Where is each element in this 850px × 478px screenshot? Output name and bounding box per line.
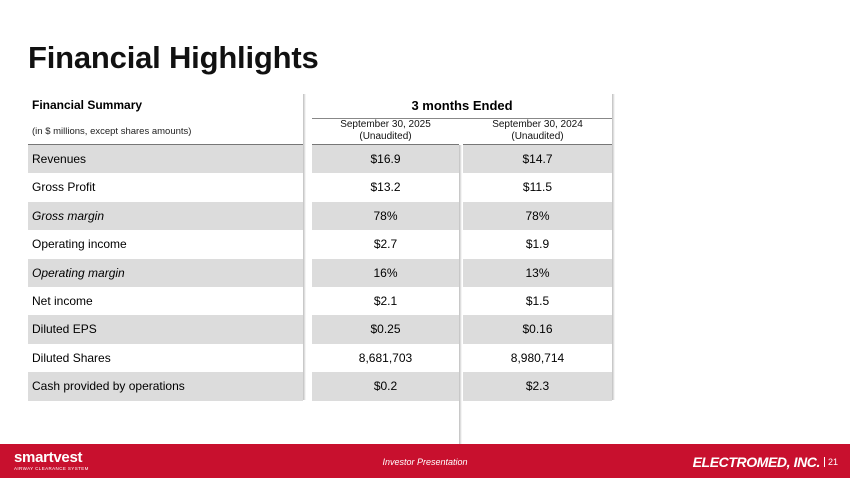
column-date-2024: September 30, 2024 xyxy=(492,119,583,130)
table-row: Gross margin 78% 78% xyxy=(28,201,612,231)
table-row: Diluted EPS $0.25 $0.16 xyxy=(28,315,612,344)
label-rule xyxy=(28,144,303,145)
table-body: Revenues $16.9 $14.7 Gross Profit $13.2 … xyxy=(28,145,612,401)
row-label: Diluted EPS xyxy=(28,315,303,344)
summary-subtitle: (in $ millions, except shares amounts) xyxy=(32,126,192,137)
smartvest-logo: smartvest AIRWAY CLEARANCE SYSTEM xyxy=(14,450,89,472)
row-value-2024: $11.5 xyxy=(522,180,553,195)
row-value-2024: $2.3 xyxy=(463,372,612,401)
row-value-2025: $13.2 xyxy=(370,180,401,195)
row-value-2024: 78% xyxy=(463,201,612,231)
summary-title: Financial Summary xyxy=(32,98,143,112)
column-header-2024: September 30, 2024 (Unaudited) xyxy=(463,118,612,144)
table-row: Gross Profit $13.2 $11.5 xyxy=(28,173,584,201)
col-a-shadow xyxy=(459,145,462,451)
row-value-2025: $0.25 xyxy=(312,315,459,344)
row-label: Net income xyxy=(32,293,93,308)
footer-bar: smartvest AIRWAY CLEARANCE SYSTEM Invest… xyxy=(0,444,850,478)
row-value-2024: $14.7 xyxy=(463,145,612,174)
row-value-2025: 78% xyxy=(312,201,459,231)
row-label: Operating income xyxy=(32,237,127,252)
row-value-2025: 8,681,703 xyxy=(358,350,413,365)
row-label: Gross margin xyxy=(28,201,303,231)
smartvest-logo-tagline: AIRWAY CLEARANCE SYSTEM xyxy=(14,466,89,471)
row-value-2025: $16.9 xyxy=(312,145,459,174)
row-label: Diluted Shares xyxy=(32,350,111,365)
label-column-shadow xyxy=(303,94,306,400)
table-row: Operating margin 16% 13% xyxy=(28,258,612,287)
column-header-2025: September 30, 2025 (Unaudited) xyxy=(312,118,459,144)
period-header: 3 months Ended xyxy=(411,98,513,113)
row-value-2025: $2.1 xyxy=(373,293,398,308)
row-value-2025: 16% xyxy=(312,258,459,287)
row-value-2024: 13% xyxy=(463,258,612,287)
column-note-2024: (Unaudited) xyxy=(511,131,564,142)
row-label: Revenues xyxy=(28,145,303,174)
footer-caption: Investor Presentation xyxy=(382,457,468,467)
row-label: Gross Profit xyxy=(32,180,96,195)
table-row: Operating income $2.7 $1.9 xyxy=(28,230,584,258)
table-row: Revenues $16.9 $14.7 xyxy=(28,145,612,174)
column-date-2025: September 30, 2025 xyxy=(340,119,431,130)
row-value-2025: $2.7 xyxy=(373,237,398,252)
row-value-2025: $0.2 xyxy=(312,372,459,401)
row-label: Operating margin xyxy=(28,258,303,287)
row-label: Cash provided by operations xyxy=(28,372,303,401)
electromed-logo: ELECTROMED, INC. xyxy=(692,454,821,470)
smartvest-logo-name: smartvest xyxy=(14,449,83,466)
header-divider xyxy=(312,118,612,119)
table-row: Diluted Shares 8,681,703 8,980,714 xyxy=(28,344,584,372)
row-value-2024: $1.5 xyxy=(525,293,550,308)
row-value-2024: 8,980,714 xyxy=(510,350,565,365)
column-note-2025: (Unaudited) xyxy=(359,131,412,142)
page-title: Financial Highlights xyxy=(28,40,319,75)
col-a-rule xyxy=(312,144,459,145)
table-row: Cash provided by operations $0.2 $2.3 xyxy=(28,372,612,401)
page-number-divider xyxy=(824,457,825,467)
row-value-2024: $1.9 xyxy=(525,237,550,252)
page-number: 21 xyxy=(827,457,838,467)
col-b-rule xyxy=(463,144,612,145)
table-row: Net income $2.1 $1.5 xyxy=(28,287,584,315)
row-value-2024: $0.16 xyxy=(463,315,612,344)
col-b-shadow xyxy=(612,94,615,400)
